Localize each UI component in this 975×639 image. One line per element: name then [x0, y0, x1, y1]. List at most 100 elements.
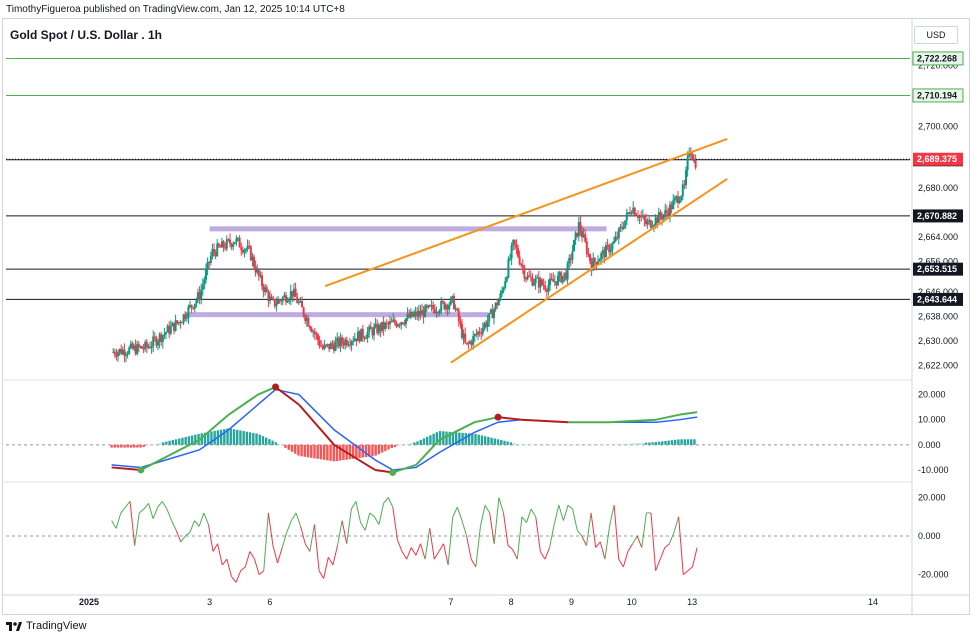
candle-body: [198, 292, 201, 300]
macd-histogram-bar: [281, 444, 284, 447]
candle-body: [425, 305, 428, 308]
candle-body: [347, 344, 350, 346]
candle-body: [176, 320, 179, 324]
candle-body: [686, 156, 689, 171]
oscillator-line-segment: [337, 520, 343, 546]
candle-body: [649, 220, 652, 228]
macd-histogram-bar: [400, 444, 403, 446]
oscillator-line-segment: [502, 512, 509, 546]
candle-body: [672, 200, 675, 210]
candle-body: [635, 214, 638, 216]
candle-body: [344, 339, 347, 346]
candle-body: [416, 311, 419, 317]
oscillator-line-segment: [175, 530, 182, 543]
candle-body: [158, 334, 161, 342]
oscillator-line-segment: [627, 543, 633, 552]
candle-body: [142, 348, 145, 350]
oscillator-line-segment: [120, 506, 126, 514]
macd-histogram-bar: [467, 433, 471, 445]
candle-body: [387, 323, 390, 325]
oscillator-line-segment: [530, 508, 537, 518]
currency-button[interactable]: USD: [914, 26, 958, 44]
oscillator-line-segment: [401, 551, 408, 560]
candle-body: [413, 314, 416, 317]
candle-body: [334, 341, 337, 351]
macd-histogram-bar: [661, 441, 664, 445]
candle-body: [472, 335, 475, 345]
candle-body: [525, 278, 528, 280]
candle-body: [189, 304, 192, 307]
last-price-label: 2,689.375: [917, 154, 957, 164]
candle-body: [337, 337, 340, 347]
candle-body: [424, 305, 427, 318]
candle-body: [366, 331, 369, 339]
macd-histogram-bar: [425, 436, 429, 445]
macd-histogram-bar: [638, 443, 641, 445]
candle-body: [286, 301, 289, 303]
macd-histogram-bar: [558, 444, 561, 446]
oscillator-line-segment: [406, 547, 412, 560]
oscillator-line-segment: [387, 497, 394, 508]
oscillator-line-segment: [263, 512, 269, 571]
candle-body: [341, 337, 344, 343]
macd-histogram-bar: [406, 443, 410, 445]
candle-body: [273, 299, 276, 307]
candle-body: [150, 346, 153, 349]
macd-histogram-bar: [512, 443, 516, 445]
candle-body: [264, 287, 267, 292]
candle-body: [688, 151, 691, 157]
price-tick-label: 2,664.000: [918, 232, 958, 242]
candle-body: [429, 305, 432, 307]
candle-body: [603, 250, 606, 258]
macd-histogram-bar: [683, 439, 687, 445]
macd-histogram-bar: [332, 444, 336, 462]
time-tick-label: 7: [448, 597, 453, 607]
oscillator-line-segment: [138, 508, 145, 514]
oscillator-line-segment: [599, 541, 606, 560]
candle-body: [262, 286, 265, 292]
macd-line-segment: [609, 418, 657, 424]
candle-body: [390, 321, 393, 323]
oscillator-line-segment: [244, 551, 251, 568]
candle-body: [245, 249, 248, 251]
macd-histogram-bar: [619, 444, 622, 445]
macd-histogram-bar: [255, 433, 258, 445]
candle-body: [654, 217, 657, 226]
oscillator-line-segment: [655, 558, 661, 571]
macd-histogram-bar: [686, 439, 690, 445]
oscillator-line-segment: [539, 551, 546, 560]
macd-histogram-bar: [229, 428, 232, 445]
macd-histogram-bar: [297, 444, 300, 456]
oscillator-line-segment: [189, 520, 196, 533]
oscillator-line-segment: [498, 497, 504, 514]
candle-body: [598, 259, 601, 262]
oscillator-line-segment: [180, 535, 186, 543]
candle-body: [225, 239, 228, 249]
candle-body: [694, 160, 697, 168]
macd-line-segment: [497, 416, 522, 421]
macd-histogram-bar: [529, 444, 532, 446]
macd-line-segment: [439, 421, 476, 441]
candle-body: [488, 313, 491, 322]
candle-body: [531, 277, 534, 286]
candle-body: [241, 249, 244, 253]
macd-histogram-bar: [306, 444, 310, 458]
crossover-dot: [272, 383, 280, 391]
candle-body: [585, 241, 588, 254]
candle-body: [670, 204, 673, 210]
candle-body: [667, 212, 670, 217]
oscillator-line-segment: [134, 512, 140, 546]
oscillator-line-segment: [300, 526, 306, 544]
macd-histogram-bar: [358, 444, 361, 458]
macd-histogram-bar: [693, 439, 696, 445]
macd-histogram-bar: [570, 444, 574, 446]
candle-body: [443, 301, 446, 310]
candle-body: [227, 239, 230, 241]
candle-body: [467, 343, 470, 345]
osc-tick-label: 0.000: [918, 531, 941, 541]
last-price-label-bg: [913, 152, 963, 166]
macd-histogram-bar: [593, 444, 596, 446]
candle-body: [267, 292, 270, 301]
candle-body: [589, 254, 592, 262]
